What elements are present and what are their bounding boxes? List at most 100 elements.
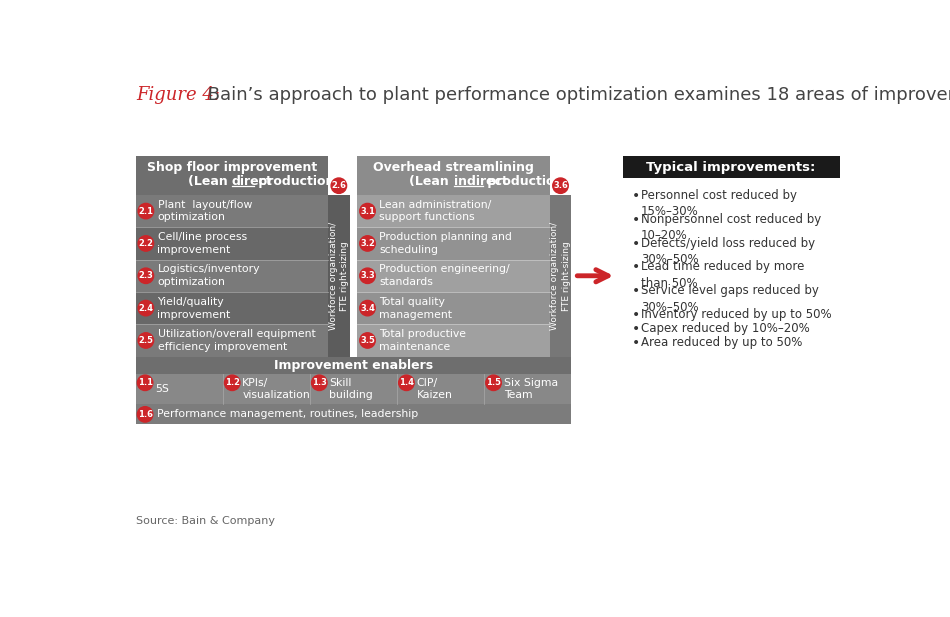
- Text: Six Sigma
Team: Six Sigma Team: [504, 378, 558, 400]
- Circle shape: [138, 236, 154, 251]
- Text: Production engineering/
standards: Production engineering/ standards: [379, 264, 510, 287]
- Text: 2.1: 2.1: [139, 207, 153, 215]
- FancyBboxPatch shape: [357, 227, 550, 260]
- FancyBboxPatch shape: [136, 260, 328, 292]
- Circle shape: [138, 300, 154, 316]
- Text: 3.3: 3.3: [360, 271, 375, 280]
- FancyBboxPatch shape: [350, 157, 357, 357]
- Circle shape: [312, 375, 327, 391]
- FancyBboxPatch shape: [136, 325, 328, 357]
- Text: (Lean: (Lean: [409, 175, 453, 188]
- FancyBboxPatch shape: [136, 195, 328, 227]
- Text: 1.1: 1.1: [138, 378, 153, 387]
- Text: Defects/yield loss reduced by
30%–50%: Defects/yield loss reduced by 30%–50%: [641, 236, 815, 266]
- Text: 3.2: 3.2: [360, 239, 375, 248]
- Text: KPIs/
visualization: KPIs/ visualization: [242, 378, 310, 400]
- FancyBboxPatch shape: [357, 195, 550, 227]
- Circle shape: [360, 268, 375, 283]
- Text: •: •: [632, 284, 640, 298]
- FancyBboxPatch shape: [136, 292, 328, 325]
- FancyBboxPatch shape: [357, 325, 550, 357]
- Circle shape: [360, 300, 375, 316]
- FancyBboxPatch shape: [136, 157, 328, 195]
- Text: Cell/line process
improvement: Cell/line process improvement: [158, 232, 247, 255]
- Text: Production planning and
scheduling: Production planning and scheduling: [379, 232, 512, 255]
- FancyBboxPatch shape: [136, 404, 571, 424]
- Text: Utilization/overall equipment
efficiency improvement: Utilization/overall equipment efficiency…: [158, 329, 315, 352]
- Circle shape: [138, 268, 154, 283]
- Circle shape: [138, 375, 153, 391]
- Text: Yield/quality
improvement: Yield/quality improvement: [158, 297, 231, 320]
- Text: •: •: [632, 236, 640, 251]
- Text: Total productive
maintenance: Total productive maintenance: [379, 329, 466, 352]
- Text: Workforce organization/
FTE right-sizing: Workforce organization/ FTE right-sizing: [550, 222, 571, 330]
- Circle shape: [360, 333, 375, 348]
- Text: Bain’s approach to plant performance optimization examines 18 areas of improveme: Bain’s approach to plant performance opt…: [202, 86, 950, 104]
- Circle shape: [360, 236, 375, 251]
- FancyBboxPatch shape: [136, 357, 571, 373]
- FancyBboxPatch shape: [357, 292, 550, 325]
- Text: Area reduced by up to 50%: Area reduced by up to 50%: [641, 336, 803, 349]
- Text: Personnel cost reduced by
15%–30%: Personnel cost reduced by 15%–30%: [641, 189, 797, 218]
- FancyBboxPatch shape: [328, 195, 350, 357]
- Text: •: •: [632, 322, 640, 336]
- Text: (Lean: (Lean: [188, 175, 232, 188]
- Circle shape: [138, 407, 153, 422]
- Text: Lean administration/
support functions: Lean administration/ support functions: [379, 200, 491, 223]
- Circle shape: [138, 333, 154, 348]
- Text: Capex reduced by 10%–20%: Capex reduced by 10%–20%: [641, 322, 809, 335]
- Circle shape: [360, 204, 375, 219]
- Text: Total quality
management: Total quality management: [379, 297, 452, 320]
- Text: production): production): [255, 175, 341, 188]
- Circle shape: [332, 178, 347, 193]
- Text: •: •: [632, 336, 640, 350]
- Text: 3.5: 3.5: [360, 336, 375, 345]
- Text: 1.5: 1.5: [486, 378, 501, 387]
- Text: production): production): [483, 175, 569, 188]
- Text: Source: Bain & Company: Source: Bain & Company: [136, 516, 275, 526]
- Text: 3.4: 3.4: [360, 304, 375, 313]
- Circle shape: [138, 204, 154, 219]
- Text: •: •: [632, 308, 640, 322]
- FancyBboxPatch shape: [357, 157, 550, 195]
- Text: Inventory reduced by up to 50%: Inventory reduced by up to 50%: [641, 308, 832, 321]
- Text: 1.6: 1.6: [138, 410, 153, 419]
- FancyBboxPatch shape: [622, 157, 840, 178]
- Text: 2.2: 2.2: [139, 239, 153, 248]
- Circle shape: [553, 178, 568, 193]
- Text: Typical improvements:: Typical improvements:: [646, 160, 816, 174]
- Text: Improvement enablers: Improvement enablers: [274, 358, 433, 371]
- Text: 1.4: 1.4: [399, 378, 414, 387]
- Text: Shop floor improvement: Shop floor improvement: [146, 160, 317, 174]
- FancyBboxPatch shape: [136, 373, 571, 404]
- Text: indirect: indirect: [453, 175, 507, 188]
- Text: Performance management, routines, leadership: Performance management, routines, leader…: [157, 410, 418, 420]
- Text: Plant  layout/flow
optimization: Plant layout/flow optimization: [158, 200, 252, 223]
- Text: 2.4: 2.4: [139, 304, 153, 313]
- Text: •: •: [632, 260, 640, 275]
- Text: Workforce organization/
FTE right-sizing: Workforce organization/ FTE right-sizing: [329, 222, 349, 330]
- Text: 1.2: 1.2: [225, 378, 239, 387]
- Text: Skill
building: Skill building: [330, 378, 373, 400]
- Circle shape: [224, 375, 240, 391]
- Text: •: •: [632, 189, 640, 203]
- Text: Nonpersonnel cost reduced by
10–20%: Nonpersonnel cost reduced by 10–20%: [641, 213, 822, 242]
- Text: Overhead streamlining: Overhead streamlining: [373, 160, 534, 174]
- Text: Figure 4:: Figure 4:: [136, 86, 219, 104]
- Text: Logistics/inventory
optimization: Logistics/inventory optimization: [158, 264, 260, 287]
- Text: 2.3: 2.3: [139, 271, 153, 280]
- FancyBboxPatch shape: [357, 260, 550, 292]
- Text: Service level gaps reduced by
30%–50%: Service level gaps reduced by 30%–50%: [641, 284, 819, 314]
- Text: 3.1: 3.1: [360, 207, 375, 215]
- Circle shape: [399, 375, 414, 391]
- FancyBboxPatch shape: [136, 227, 328, 260]
- Text: direct: direct: [232, 175, 273, 188]
- Text: •: •: [632, 213, 640, 226]
- Text: CIP/
Kaizen: CIP/ Kaizen: [416, 378, 452, 400]
- Text: 5S: 5S: [155, 384, 169, 394]
- Circle shape: [485, 375, 502, 391]
- Text: Lead time reduced by more
than 50%: Lead time reduced by more than 50%: [641, 260, 805, 290]
- Text: 3.6: 3.6: [553, 181, 568, 190]
- Text: 1.3: 1.3: [312, 378, 327, 387]
- Text: 2.6: 2.6: [332, 181, 347, 190]
